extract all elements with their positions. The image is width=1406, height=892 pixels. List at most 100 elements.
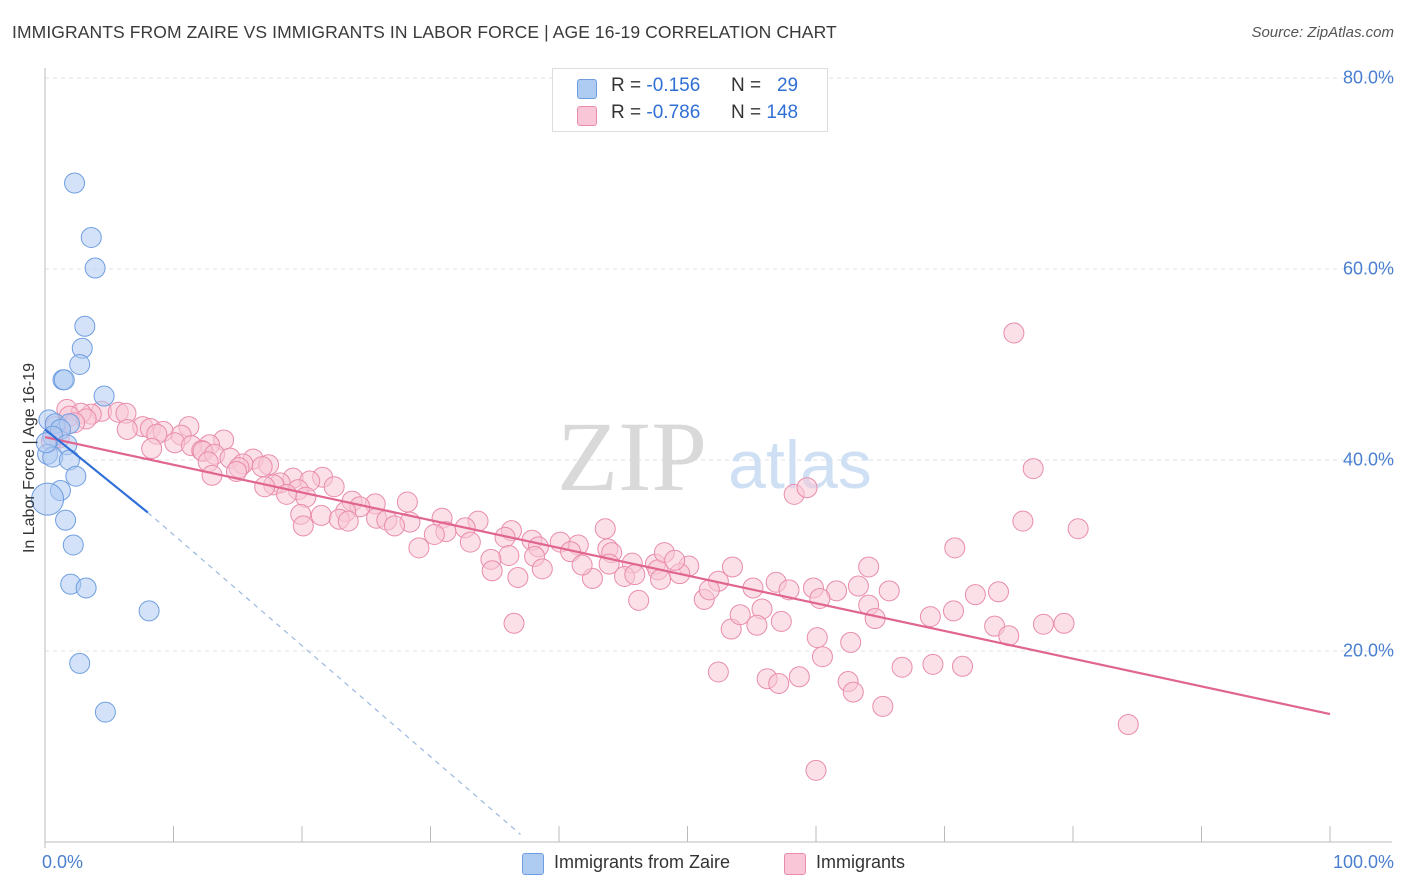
data-point (1003, 322, 1025, 344)
data-point (93, 385, 115, 407)
data-point (292, 515, 314, 537)
data-point (951, 655, 973, 677)
x-tick-label-min: 0.0% (42, 852, 84, 872)
data-point (770, 610, 792, 632)
data-point (624, 564, 646, 586)
data-point (878, 580, 900, 602)
data-point (251, 456, 273, 478)
zaire-swatch (577, 79, 597, 99)
data-point (64, 172, 86, 194)
immigrants-trend-line (44, 436, 1331, 716)
data-point (628, 589, 650, 611)
data-point (721, 556, 743, 578)
y-tick-label: 40.0% (1342, 449, 1394, 470)
legend-swatch-immigrants (784, 853, 806, 875)
y-tick-label: 60.0% (1342, 258, 1394, 279)
data-point (138, 600, 160, 622)
data-point (571, 554, 593, 576)
data-point (531, 558, 553, 580)
watermark-zip: ZIP (557, 401, 707, 512)
correlation-stats-box: R = -0.156 N = 29 R = -0.786 N = 148 (552, 68, 828, 132)
data-point (964, 584, 986, 606)
n-stat: N = 29 (731, 75, 799, 96)
data-point (805, 759, 827, 781)
data-point (69, 354, 91, 375)
watermark: ZIP atlas (557, 401, 872, 512)
data-point (1022, 458, 1044, 480)
data-point (891, 656, 913, 678)
data-point (664, 549, 686, 571)
data-point (806, 627, 828, 649)
trend-lines (44, 428, 1331, 835)
data-point (840, 631, 862, 653)
data-point (384, 515, 406, 537)
data-point (778, 579, 800, 601)
data-point (337, 510, 359, 532)
data-point (31, 482, 65, 516)
data-point (481, 560, 503, 582)
data-point (1032, 613, 1054, 635)
data-point (987, 581, 1009, 603)
data-point (746, 614, 768, 636)
x-tick-label-max: 100.0% (1332, 852, 1394, 872)
data-point (729, 604, 751, 626)
data-point (94, 701, 116, 723)
data-point (707, 661, 729, 683)
data-point (1067, 518, 1089, 540)
data-point (872, 695, 894, 717)
immigrants-swatch (577, 106, 597, 126)
data-point (75, 577, 97, 599)
data-point (498, 545, 520, 566)
data-point (55, 509, 77, 531)
r-stat: R = -0.786 (611, 102, 701, 123)
data-point (594, 518, 616, 540)
data-point (768, 672, 790, 694)
immigrants-points (40, 322, 1139, 781)
stats-row-zaire: R = -0.156 N = 29 (553, 75, 827, 101)
zaire-points (31, 172, 160, 723)
data-point (53, 369, 75, 391)
data-point (919, 606, 941, 628)
legend-label-immigrants: Immigrants (816, 852, 906, 872)
data-point (842, 681, 864, 703)
y-tick-label: 80.0% (1342, 67, 1394, 88)
stats-row-immigrants: R = -0.786 N = 148 (553, 102, 827, 128)
zaire-trend-extension (147, 512, 521, 835)
grid-lines (45, 77, 1392, 652)
data-point (1012, 510, 1034, 532)
r-stat: R = -0.156 (611, 75, 701, 96)
data-point (811, 646, 833, 668)
data-point (944, 537, 966, 559)
data-point (796, 477, 818, 499)
data-point (69, 652, 91, 674)
data-point (65, 465, 87, 487)
data-point (84, 257, 106, 279)
y-axis-label: In Labor Force | Age 16-19 (21, 362, 38, 554)
data-point (942, 600, 964, 622)
data-point (423, 523, 445, 545)
source-credit: Source: ZipAtlas.com (1251, 24, 1394, 41)
y-tick-label: 20.0% (1342, 640, 1394, 661)
data-point (310, 504, 332, 526)
n-stat: N = 148 (731, 102, 799, 123)
data-point (116, 418, 138, 440)
data-point (1053, 612, 1075, 634)
data-point (922, 653, 944, 675)
data-point (62, 534, 84, 556)
data-point (788, 666, 810, 688)
data-point (408, 537, 430, 559)
data-point (503, 612, 525, 634)
data-point (507, 566, 529, 588)
chart-title: IMMIGRANTS FROM ZAIRE VS IMMIGRANTS IN L… (12, 22, 837, 42)
data-point (858, 556, 880, 578)
data-point (1117, 714, 1139, 736)
data-point (847, 575, 869, 597)
data-point (323, 476, 345, 498)
data-point (459, 531, 481, 553)
data-point (74, 315, 96, 337)
legend-swatch-zaire (522, 853, 544, 875)
data-point (396, 491, 418, 513)
data-point (650, 568, 672, 590)
legend-label-zaire: Immigrants from Zaire (554, 852, 731, 872)
